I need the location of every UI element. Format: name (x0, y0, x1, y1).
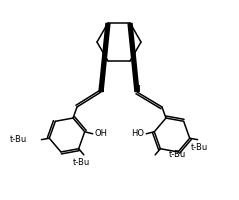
Text: OH: OH (94, 129, 107, 138)
Text: HO: HO (131, 129, 144, 138)
Text: t-Bu: t-Bu (169, 150, 186, 159)
Text: t-Bu: t-Bu (10, 135, 27, 144)
Text: t-Bu: t-Bu (73, 158, 90, 167)
Text: t-Bu: t-Bu (191, 143, 208, 152)
Text: N: N (134, 84, 140, 94)
Text: N: N (98, 84, 104, 94)
